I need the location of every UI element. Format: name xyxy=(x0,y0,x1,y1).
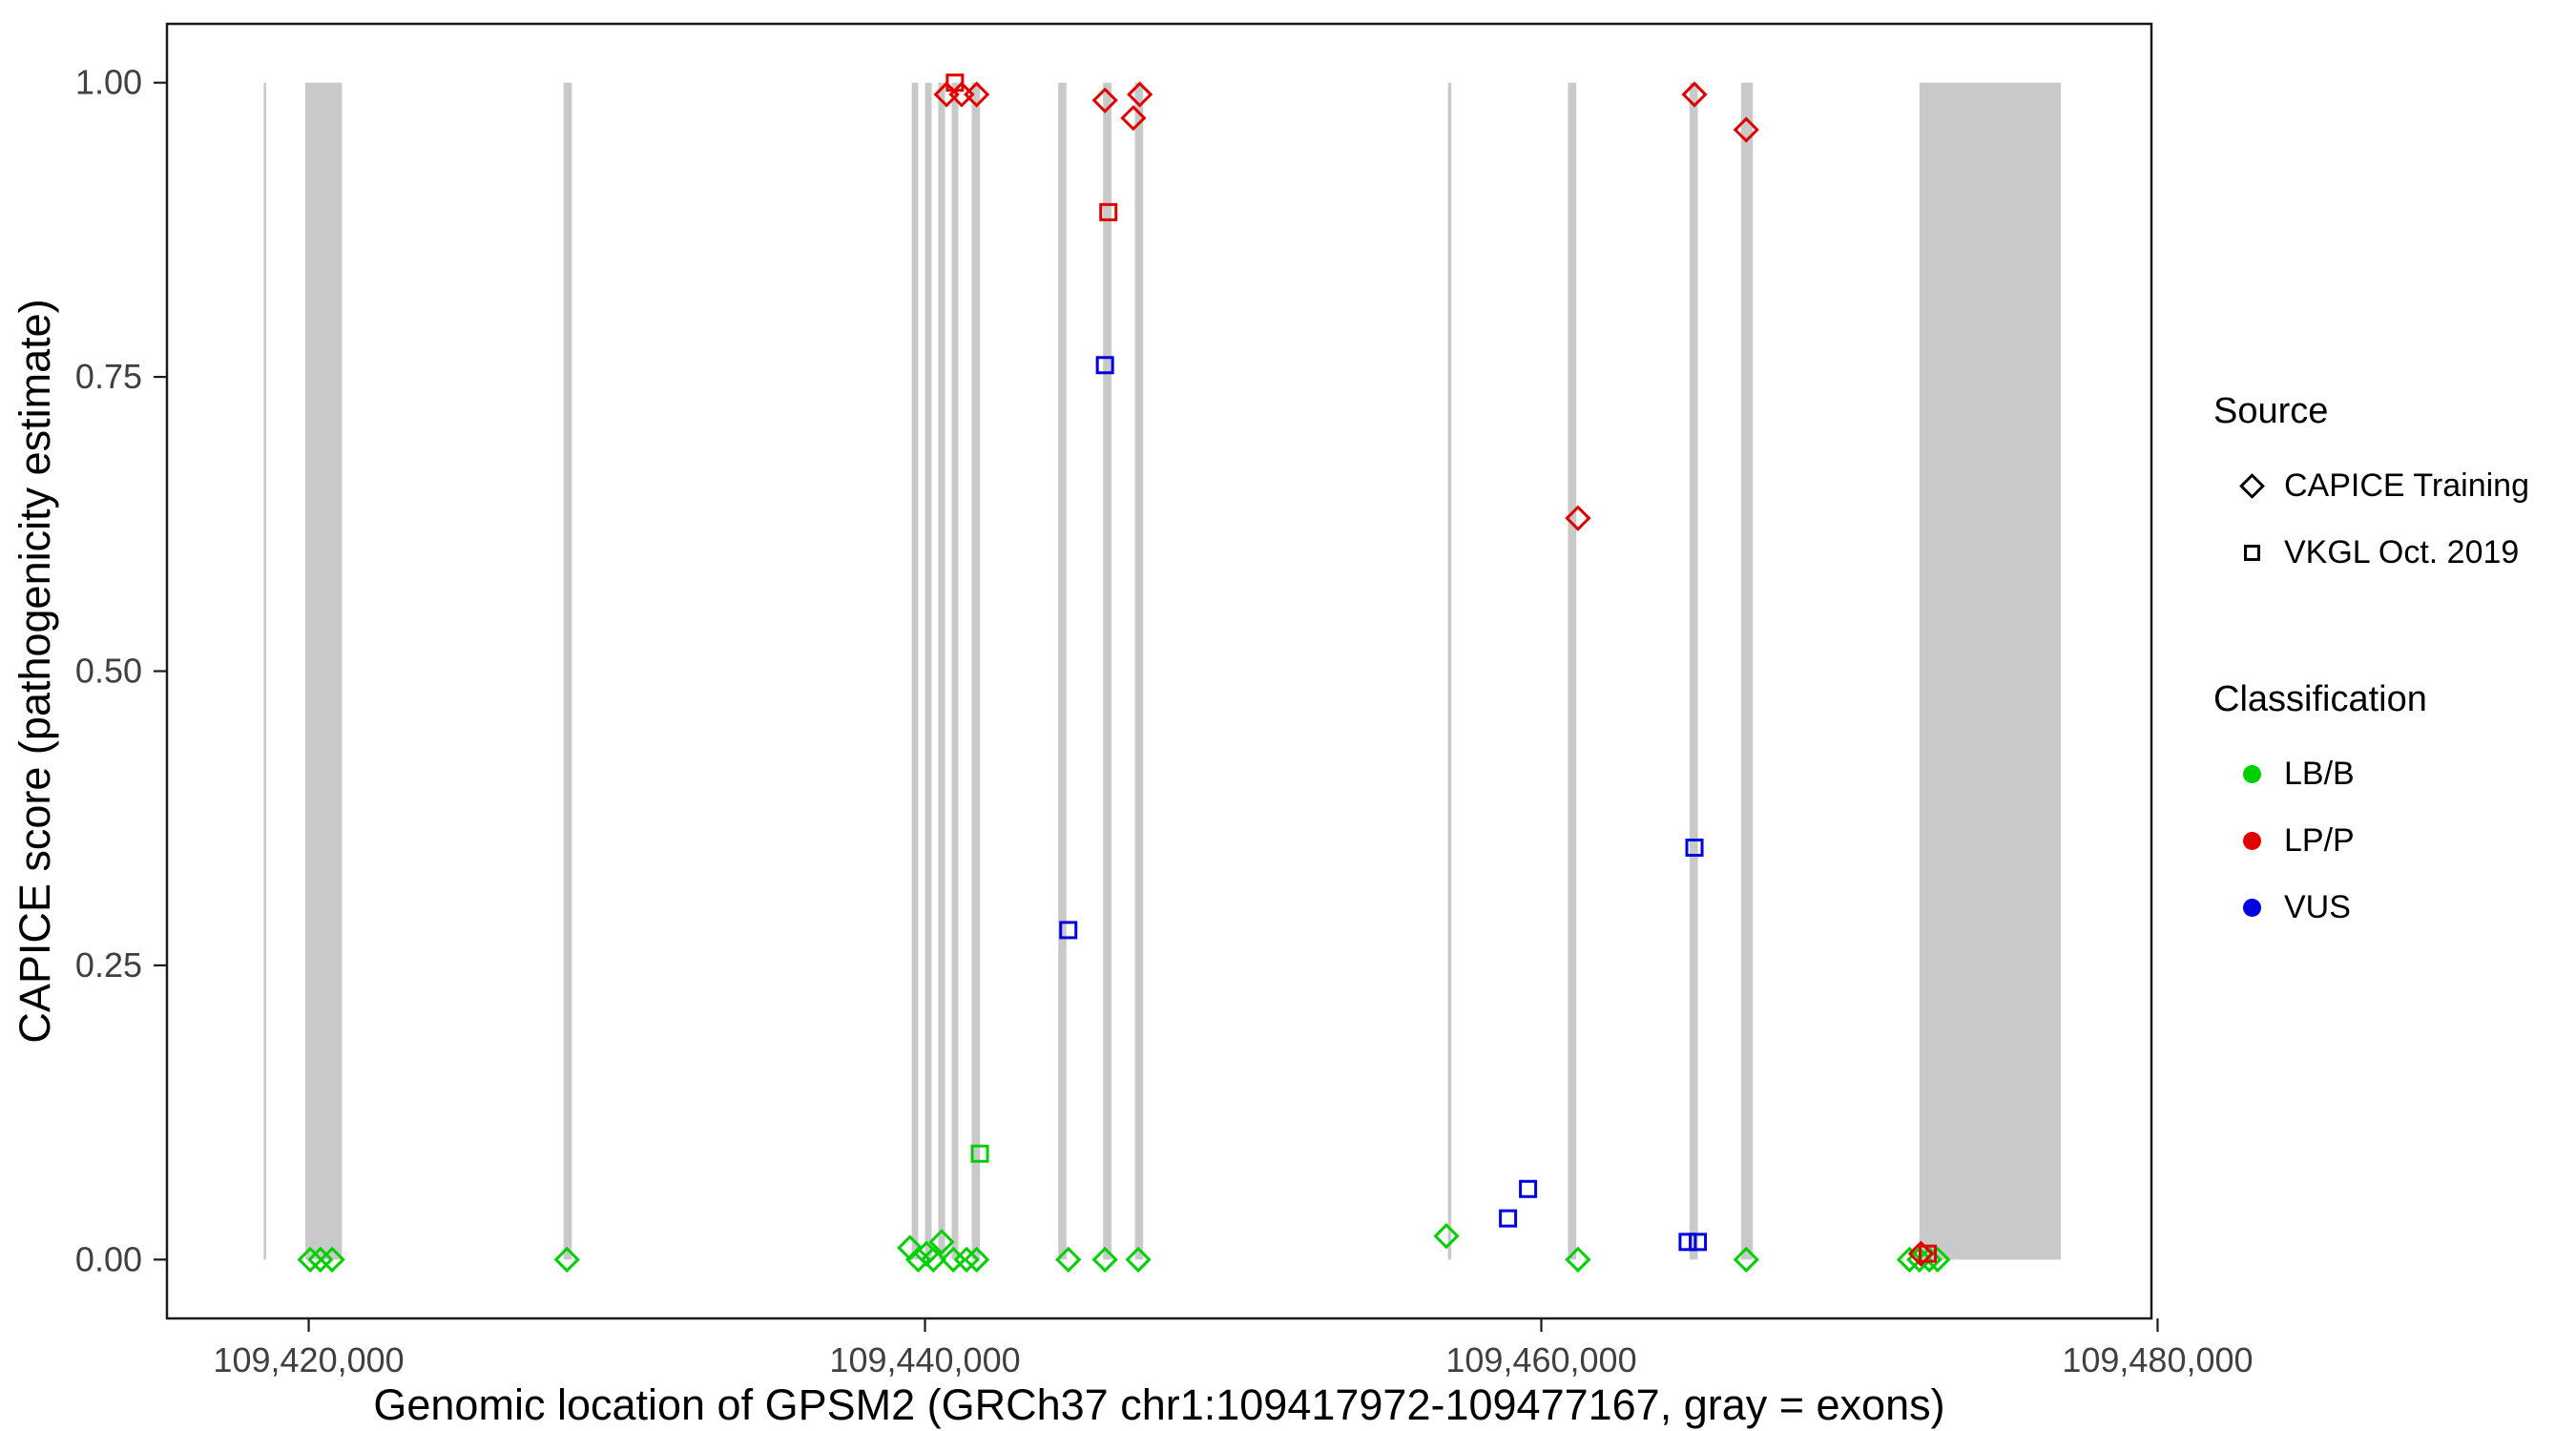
exon-region xyxy=(971,82,981,1260)
data-point-square xyxy=(1499,1209,1518,1228)
data-point-square xyxy=(1099,202,1118,221)
y-axis-tick-label: 0.25 xyxy=(75,945,142,985)
exon-region xyxy=(1919,82,2062,1260)
data-point-diamond xyxy=(1733,1246,1759,1273)
x-axis-title: Genomic location of GPSM2 (GRCh37 chr1:1… xyxy=(373,1380,1944,1429)
diamond-icon xyxy=(2238,472,2265,499)
y-axis-tick-label: 0.50 xyxy=(75,652,142,691)
data-point-square xyxy=(1685,839,1704,858)
legend-key xyxy=(2233,831,2271,850)
legend-key xyxy=(2233,544,2271,561)
data-point-diamond xyxy=(307,1246,334,1273)
exon-region xyxy=(1058,82,1067,1260)
green-dot-icon xyxy=(2242,764,2261,783)
x-axis-tick-label: 109,480,000 xyxy=(2062,1340,2253,1379)
exon-region xyxy=(1103,82,1111,1260)
legend-classification-group: Classification LB/B LP/P VUS xyxy=(2213,677,2529,941)
x-axis-tick-label: 109,440,000 xyxy=(829,1340,1020,1379)
legend-source-title: Source xyxy=(2213,391,2329,431)
x-axis-tick-label: 109,460,000 xyxy=(1445,1340,1636,1379)
data-point-square xyxy=(1059,921,1078,940)
legend-item-vkgl: VKGL Oct. 2019 xyxy=(2213,519,2529,586)
data-point-square xyxy=(970,1144,989,1163)
exon-region xyxy=(1447,82,1452,1260)
legend-label: VUS xyxy=(2284,888,2351,925)
data-point-diamond xyxy=(1565,1246,1591,1273)
data-point-square xyxy=(1919,1244,1938,1263)
data-point-diamond xyxy=(1896,1246,1923,1273)
legend-item-capice-training: CAPICE Training xyxy=(2213,452,2529,519)
data-point-square xyxy=(1689,1233,1708,1252)
legend-key xyxy=(2233,472,2271,499)
data-point-diamond xyxy=(297,1246,323,1273)
exon-region xyxy=(1689,82,1698,1260)
y-axis-tick-label: 0.00 xyxy=(75,1239,142,1278)
y-axis-title: CAPICE score (pathogenicity estimate) xyxy=(10,299,59,1043)
data-point-diamond xyxy=(1433,1223,1460,1250)
exon-region xyxy=(938,82,945,1260)
exon-region xyxy=(563,82,572,1260)
data-point-diamond xyxy=(1055,1246,1082,1273)
data-point-diamond xyxy=(928,1229,955,1255)
data-point-diamond xyxy=(1565,505,1591,531)
data-point-diamond xyxy=(1091,87,1118,114)
legend-key xyxy=(2233,898,2271,917)
data-point-diamond xyxy=(920,1246,946,1273)
square-icon xyxy=(2243,544,2260,561)
legend-key xyxy=(2233,764,2271,783)
data-point-diamond xyxy=(953,1246,980,1273)
data-point-diamond xyxy=(1091,1246,1118,1273)
data-point-diamond xyxy=(1907,1240,1935,1267)
y-axis-tick-label: 0.75 xyxy=(75,357,142,396)
data-point-diamond xyxy=(553,1246,580,1273)
legend-item-lpp: LP/P xyxy=(2213,807,2529,874)
exon-region xyxy=(911,82,919,1260)
blue-dot-icon xyxy=(2242,898,2261,917)
data-point-square xyxy=(945,73,965,93)
data-point-diamond xyxy=(1733,116,1759,143)
exon-region xyxy=(1740,82,1754,1260)
data-point-diamond xyxy=(1125,1246,1152,1273)
data-point-square xyxy=(1519,1179,1538,1198)
data-point-diamond xyxy=(319,1246,345,1273)
legend-label: VKGL Oct. 2019 xyxy=(2284,533,2520,570)
data-point-diamond xyxy=(1127,81,1153,108)
data-point-diamond xyxy=(964,81,990,108)
red-dot-icon xyxy=(2242,831,2261,850)
legend-item-vus: VUS xyxy=(2213,874,2529,941)
y-axis-tick-label: 1.00 xyxy=(75,63,142,102)
legend-label: LB/B xyxy=(2284,755,2355,792)
legend-item-lbb: LB/B xyxy=(2213,740,2529,807)
legend-label: LP/P xyxy=(2284,821,2355,859)
legend-classification-title: Classification xyxy=(2213,679,2427,719)
data-point-diamond xyxy=(1681,81,1708,108)
data-point-diamond xyxy=(1120,105,1147,132)
exon-region xyxy=(263,82,266,1260)
x-axis-tick-label: 109,420,000 xyxy=(213,1340,404,1379)
panel-border xyxy=(165,22,2153,1320)
data-point-square xyxy=(1095,356,1114,375)
exon-region xyxy=(951,82,959,1260)
legend: Source CAPICE Training VKGL Oct. 2019 Cl… xyxy=(2213,389,2529,941)
exon-region xyxy=(924,82,932,1260)
exon-region xyxy=(1134,82,1144,1260)
exon-region xyxy=(1568,82,1577,1260)
data-point-square xyxy=(1678,1233,1697,1252)
legend-source-group: Source CAPICE Training VKGL Oct. 2019 xyxy=(2213,389,2529,586)
exon-region xyxy=(305,82,343,1260)
legend-label: CAPICE Training xyxy=(2284,467,2529,504)
data-point-diamond xyxy=(964,1246,990,1273)
